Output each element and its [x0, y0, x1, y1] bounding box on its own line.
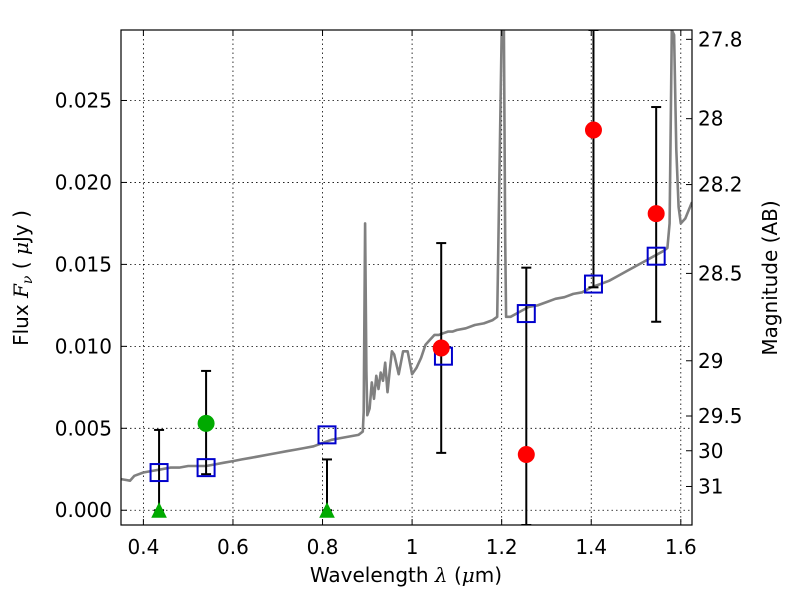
- model-flux-square: [317, 425, 337, 445]
- model-flux-square: [646, 246, 666, 266]
- grid: [121, 30, 692, 525]
- ir-detection-point: [647, 205, 665, 223]
- plot-area: [121, 30, 692, 525]
- model-flux-square: [149, 463, 169, 483]
- x-axis-label: Wavelength λ (μm): [310, 563, 502, 587]
- model-flux-square: [196, 458, 216, 478]
- x-tick-label: 0.8: [307, 535, 339, 559]
- y-tick-label: 0.000: [55, 498, 112, 522]
- y2-tick-label: 28.5: [698, 261, 743, 285]
- y2-tick-label: 29.5: [698, 404, 743, 428]
- y-tick-label: 0.010: [55, 334, 112, 358]
- x-tick-label: 0.4: [127, 535, 159, 559]
- optical-detection-point: [197, 414, 215, 432]
- y2-tick-label: 28.2: [698, 173, 743, 197]
- upper-limit-triangle: [319, 502, 335, 518]
- upper-limit-triangle: [151, 502, 167, 518]
- y-tick-label: 0.015: [55, 252, 112, 276]
- x-tick-label: 0.6: [217, 535, 249, 559]
- y2-tick-label: 27.8: [698, 27, 743, 51]
- plot-frame: [120, 29, 693, 526]
- ir-detection-point: [517, 446, 535, 464]
- x-tick-label: 1: [406, 535, 419, 559]
- y2-tick-label: 28: [698, 107, 723, 131]
- x-tick-label: 1.6: [665, 535, 697, 559]
- model-flux-square: [516, 304, 536, 324]
- x-tick-label: 1.4: [575, 535, 607, 559]
- y-axis-label: Flux Fν ( μJy ): [9, 210, 36, 346]
- y2-tick-label: 29: [698, 349, 723, 373]
- model-flux-square: [583, 274, 603, 294]
- ir-detection-point: [432, 339, 450, 357]
- y-tick-label: 0.005: [55, 416, 112, 440]
- y2-axis-label: Magnitude (AB): [758, 200, 782, 355]
- ir-detection-point: [584, 121, 602, 139]
- x-tick-label: 1.2: [486, 535, 518, 559]
- y2-tick-label: 31: [698, 474, 723, 498]
- y-tick-label: 0.025: [55, 88, 112, 112]
- y-tick-label: 0.020: [55, 170, 112, 194]
- ticks: 0.4 0.6 0.8 1 1.2 1.4 1.6 0.000 0.005 0.010 0.015 0…: [55, 27, 743, 559]
- y2-tick-label: 30: [698, 439, 723, 463]
